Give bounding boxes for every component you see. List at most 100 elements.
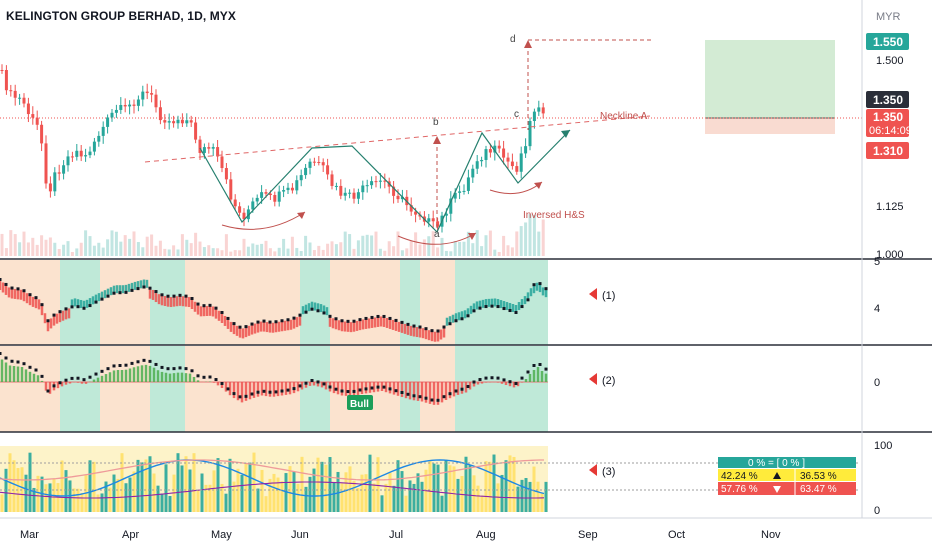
pane1-dot xyxy=(274,320,278,324)
volume-bar xyxy=(0,233,4,256)
volume-bar xyxy=(141,247,145,256)
volume-bar xyxy=(220,250,224,256)
volume-ratio-bar xyxy=(420,481,424,512)
volume-bar xyxy=(211,248,215,256)
volume-bar xyxy=(370,235,374,256)
candle-body xyxy=(352,192,356,199)
volume-ratio-bar xyxy=(72,488,76,512)
pane2-dot xyxy=(280,389,284,393)
pane1-dot xyxy=(526,298,530,302)
volume-ratio-bar xyxy=(524,478,528,512)
volume-ratio-bar xyxy=(212,470,216,512)
pane2-dot xyxy=(292,387,296,391)
candle-body xyxy=(409,205,413,212)
pane1-dot xyxy=(16,287,20,291)
pane2-dot xyxy=(166,367,170,371)
trend-band xyxy=(255,260,300,345)
volume-bar xyxy=(4,248,8,256)
pane2-dot xyxy=(520,376,524,380)
candle-body xyxy=(141,91,145,100)
volume-bar xyxy=(260,243,264,256)
time-label-jul: Jul xyxy=(389,529,403,541)
pane2-dot xyxy=(208,375,212,379)
pane2-dot xyxy=(238,395,242,399)
pane1-dot xyxy=(172,294,176,298)
volume-bar xyxy=(13,234,17,256)
time-axis[interactable]: Mar Apr May Jun Jul Aug Sep Oct Nov xyxy=(20,529,781,541)
arc-arrowhead-1 xyxy=(297,212,305,219)
candle-body xyxy=(233,199,237,207)
trend-band xyxy=(60,346,100,432)
pane1-dot xyxy=(466,314,470,318)
volume-ratio-bar xyxy=(388,472,392,512)
pane1-dot xyxy=(412,324,416,328)
pane1-dot xyxy=(406,322,410,326)
volume-ratio-bar xyxy=(528,481,532,512)
indicator-pane-3[interactable] xyxy=(0,446,860,512)
volume-bar xyxy=(251,243,255,256)
volume-ratio-bar xyxy=(488,461,492,512)
volume-ratio-bar xyxy=(60,460,64,512)
volume-ratio-bar xyxy=(344,472,348,512)
candle-body xyxy=(75,150,79,157)
volume-ratio-bar xyxy=(440,495,444,512)
indicator-pane-1[interactable] xyxy=(0,260,548,345)
volume-bar xyxy=(48,237,52,256)
volume-bar xyxy=(238,250,242,256)
volume-bar xyxy=(224,234,228,256)
volume-ratio-bar xyxy=(452,466,456,512)
pane2-dot xyxy=(334,387,338,391)
volume-ratio-bar xyxy=(288,466,292,512)
candle-body xyxy=(92,141,96,152)
pane3-top-label: 100 xyxy=(874,440,892,452)
volume-bar xyxy=(167,249,171,256)
target-zone[interactable] xyxy=(705,40,835,118)
indicator-pane-2[interactable]: Bull xyxy=(0,346,548,432)
volume-ratio-bar xyxy=(428,460,432,512)
pane1-dot xyxy=(82,306,86,310)
volume-ratio-bar xyxy=(400,471,404,512)
pane2-dot xyxy=(412,394,416,398)
volume-bar xyxy=(462,241,466,256)
pane1-dot xyxy=(268,320,272,324)
trend-band xyxy=(150,346,185,432)
bull-badge[interactable] xyxy=(347,395,373,410)
pane2-dot xyxy=(406,392,410,396)
volume-ratio-bar xyxy=(204,484,208,512)
volume-ratio-bar xyxy=(224,493,228,512)
neckline[interactable] xyxy=(144,115,651,163)
stop-zone[interactable] xyxy=(705,118,835,134)
price-label-1500: 1.500 xyxy=(876,55,904,67)
time-label-nov: Nov xyxy=(761,529,781,541)
candle-body xyxy=(431,218,435,222)
volume-bar xyxy=(31,237,35,256)
volume-ratio-bar xyxy=(100,493,104,512)
volume-bar xyxy=(339,242,343,256)
volume-ratio-bar xyxy=(32,487,36,512)
candle-body xyxy=(207,147,211,149)
candle-body xyxy=(449,198,453,214)
volume-bar xyxy=(273,251,277,256)
pane2-dot xyxy=(484,376,488,380)
pane2-dot xyxy=(448,392,452,396)
volume-bar xyxy=(246,246,250,256)
pane1-dot xyxy=(262,319,266,323)
volume-bar xyxy=(356,240,360,256)
volume-bar xyxy=(475,230,479,256)
price-axis[interactable]: MYR 1.500 1.125 1.000 1.550 1.350 1.350 … xyxy=(866,11,912,517)
pane1-dot xyxy=(94,300,98,304)
pane2-dot xyxy=(352,389,356,393)
volume-bar xyxy=(255,244,259,256)
volume-bar xyxy=(189,243,193,256)
main-pane[interactable]: Neckline A a b c d Inversed H&S xyxy=(0,34,862,256)
pane1-dot xyxy=(514,311,518,314)
hs-pattern-line[interactable] xyxy=(199,129,571,234)
volume-bar xyxy=(317,245,321,256)
candle-body xyxy=(84,155,88,157)
volume-ratio-bar xyxy=(480,495,484,512)
candle-body xyxy=(506,157,510,162)
pane2-dot xyxy=(118,364,122,367)
volume-ratio-bar xyxy=(340,483,344,512)
candle-body xyxy=(123,105,127,107)
